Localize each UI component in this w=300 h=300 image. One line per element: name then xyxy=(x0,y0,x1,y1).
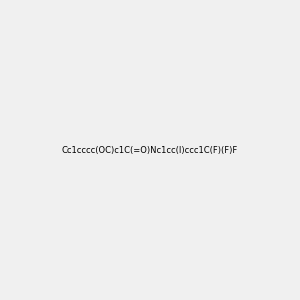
Text: Cc1cccc(OC)c1C(=O)Nc1cc(I)ccc1C(F)(F)F: Cc1cccc(OC)c1C(=O)Nc1cc(I)ccc1C(F)(F)F xyxy=(62,146,238,154)
